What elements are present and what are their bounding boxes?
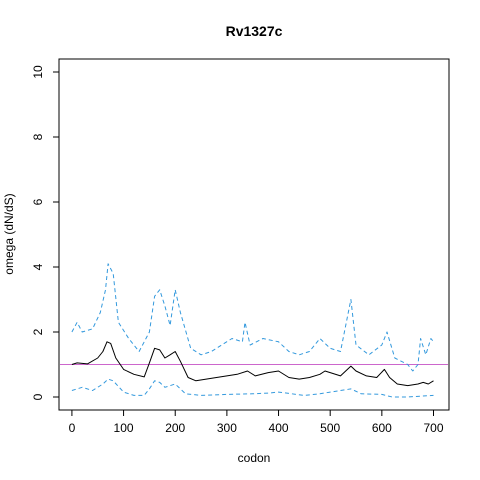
y-tick-label: 6: [31, 198, 45, 205]
plot-layer: [60, 263, 448, 398]
y-tick-label: 4: [31, 263, 45, 270]
x-axis-label: codon: [238, 451, 271, 465]
x-tick-label: 0: [69, 421, 76, 435]
axes-layer: 0 100 200 300 400 500 600 700 0 2 4 6 8 10: [31, 65, 444, 435]
y-tick-label: 2: [31, 328, 45, 335]
series-line-0: [71, 341, 434, 387]
x-tick-label: 600: [372, 421, 392, 435]
x-tick-label: 200: [165, 421, 185, 435]
plot-area-frame: [58, 58, 450, 411]
y-tick-label: 10: [31, 65, 45, 79]
x-tick-label: 400: [269, 421, 289, 435]
x-tick-label: 500: [320, 421, 340, 435]
series-line-1: [71, 263, 434, 372]
x-tick-label: 300: [217, 421, 237, 435]
chart-title: Rv1327c: [226, 23, 283, 39]
y-tick-label: 8: [31, 133, 45, 140]
x-tick-label: 700: [423, 421, 443, 435]
x-tick-label: 100: [114, 421, 134, 435]
y-tick-label: 0: [31, 393, 45, 400]
series-line-2: [71, 378, 434, 398]
y-axis-label: omega (dN/dS): [2, 193, 16, 274]
